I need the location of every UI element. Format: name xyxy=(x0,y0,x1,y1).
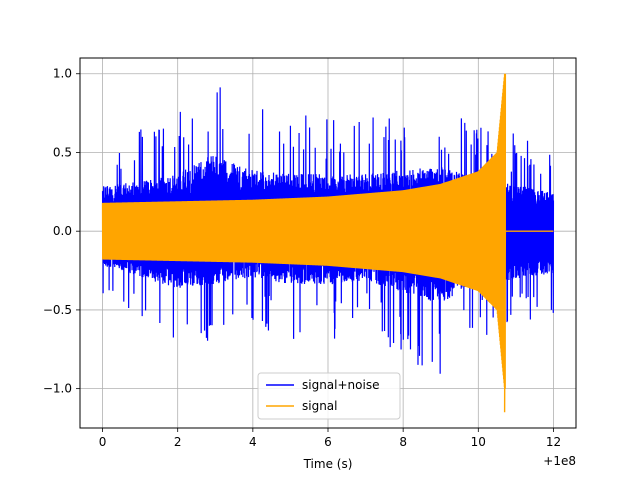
legend-label-signal-noise: signal+noise xyxy=(302,378,379,392)
y-tick-label: 1.0 xyxy=(53,67,72,81)
x-axis-offset-label: +1e8 xyxy=(543,454,576,468)
x-tick-label: 4 xyxy=(249,435,257,449)
x-tick-label: 2 xyxy=(174,435,182,449)
y-tick-label: −1.0 xyxy=(43,382,72,396)
legend: signal+noise signal xyxy=(257,372,401,420)
y-tick-label: 0.0 xyxy=(53,224,72,238)
x-tick-label: 12 xyxy=(546,435,561,449)
x-tick-label: 6 xyxy=(324,435,332,449)
series-signal xyxy=(101,73,554,413)
signal-line xyxy=(101,73,554,413)
y-axis: −1.0 −0.5 0.0 0.5 1.0 xyxy=(43,67,80,396)
x-tick-label: 0 xyxy=(99,435,107,449)
x-tick-label: 8 xyxy=(399,435,407,449)
x-axis: 0 2 4 6 8 10 12 xyxy=(99,428,561,449)
y-tick-label: −0.5 xyxy=(43,303,72,317)
x-tick-label: 10 xyxy=(471,435,486,449)
y-tick-label: 0.5 xyxy=(53,145,72,159)
legend-label-signal: signal xyxy=(302,399,338,413)
x-axis-label: Time (s) xyxy=(303,457,353,471)
